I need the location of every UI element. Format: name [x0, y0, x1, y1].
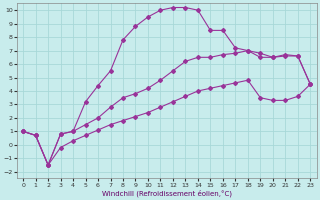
X-axis label: Windchill (Refroidissement éolien,°C): Windchill (Refroidissement éolien,°C): [102, 189, 232, 197]
